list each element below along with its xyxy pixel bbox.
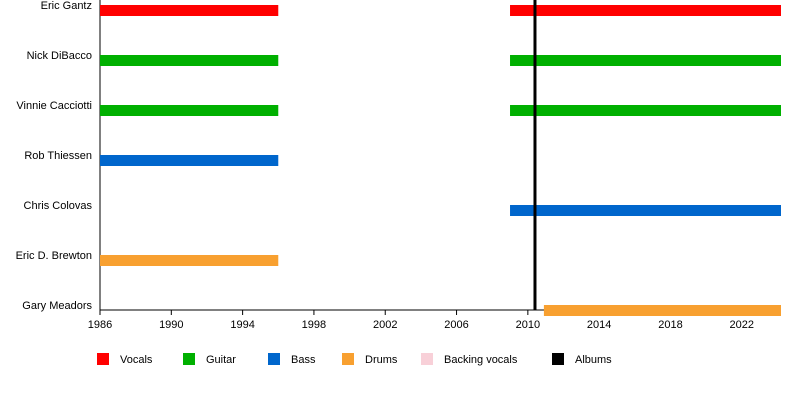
legend-swatch <box>97 353 109 365</box>
x-tick-label: 1994 <box>230 319 254 331</box>
member-label: Nick DiBacco <box>27 50 92 62</box>
member-label: Rob Thiessen <box>24 150 92 162</box>
member-label: Chris Colovas <box>24 200 93 212</box>
x-tick-label: 2022 <box>730 319 754 331</box>
member-label: Vinnie Cacciotti <box>16 100 92 112</box>
x-tick-label: 1990 <box>159 319 183 331</box>
member-bar <box>100 255 279 266</box>
member-bar <box>100 155 279 166</box>
legend-label: Vocals <box>120 354 153 366</box>
member-bar <box>100 105 279 116</box>
legend-label: Bass <box>291 354 316 366</box>
member-bar <box>510 55 781 66</box>
x-tick-label: 2002 <box>373 319 397 331</box>
legend-swatch <box>342 353 354 365</box>
legend-label: Guitar <box>206 354 236 366</box>
member-bar <box>510 205 781 216</box>
x-tick-label: 1986 <box>88 319 112 331</box>
member-label: Eric Gantz <box>41 0 92 12</box>
legend-label: Backing vocals <box>444 354 518 366</box>
member-bar <box>543 305 781 316</box>
x-tick-label: 2014 <box>587 319 611 331</box>
legend-swatch <box>268 353 280 365</box>
legend-label: Drums <box>365 354 398 366</box>
member-bar <box>100 55 279 66</box>
x-tick-label: 2006 <box>444 319 468 331</box>
x-tick-label: 2018 <box>658 319 682 331</box>
legend-swatch <box>183 353 195 365</box>
member-bar <box>510 105 781 116</box>
x-tick-label: 1998 <box>302 319 326 331</box>
legend-swatch <box>552 353 564 365</box>
member-bar <box>100 5 279 16</box>
member-label: Eric D. Brewton <box>16 250 92 262</box>
x-tick-label: 2010 <box>516 319 540 331</box>
member-bar <box>510 5 781 16</box>
member-label: Gary Meadors <box>22 300 92 312</box>
legend-swatch <box>421 353 433 365</box>
legend-label: Albums <box>575 354 612 366</box>
